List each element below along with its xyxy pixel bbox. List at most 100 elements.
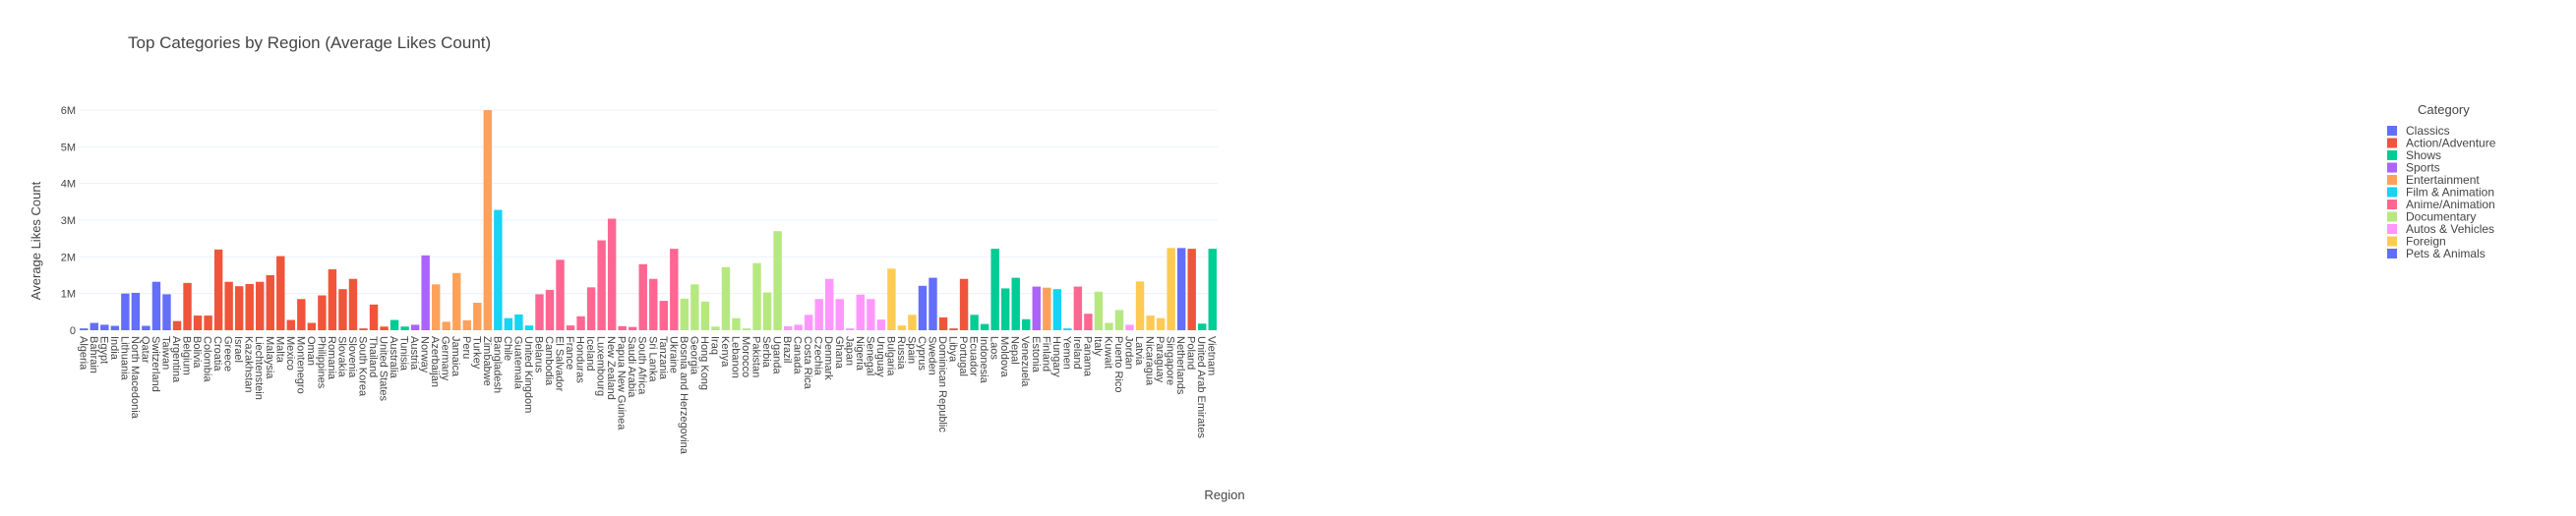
legend-label[interactable]: Entertainment (2406, 173, 2480, 187)
legend-label[interactable]: Anime/Animation (2406, 198, 2495, 211)
bar[interactable] (1197, 323, 1207, 330)
legend-swatch[interactable] (2387, 126, 2397, 136)
bar[interactable] (732, 317, 741, 330)
bar[interactable] (266, 275, 274, 330)
legend-label[interactable]: Sports (2406, 161, 2440, 175)
bar[interactable] (276, 256, 285, 330)
bar[interactable] (876, 319, 886, 330)
bar[interactable] (151, 281, 161, 330)
bar[interactable] (121, 293, 130, 330)
bar[interactable] (421, 255, 430, 330)
bar[interactable] (711, 326, 720, 330)
bar[interactable] (959, 278, 969, 330)
legend-swatch[interactable] (2387, 162, 2397, 173)
bar[interactable] (918, 285, 928, 330)
bar[interactable] (752, 262, 761, 330)
bar[interactable] (131, 292, 141, 330)
bar[interactable] (742, 328, 751, 330)
bar[interactable] (1187, 249, 1196, 330)
bar[interactable] (566, 325, 575, 330)
bar[interactable] (100, 324, 109, 330)
bar[interactable] (597, 240, 606, 330)
bar[interactable] (494, 209, 503, 330)
bar[interactable] (1156, 317, 1166, 330)
bar[interactable] (410, 324, 420, 330)
bar[interactable] (938, 316, 948, 330)
bar[interactable] (721, 266, 731, 330)
bar[interactable] (908, 315, 917, 330)
bar[interactable] (452, 272, 461, 330)
bar[interactable] (607, 218, 617, 330)
bar[interactable] (1084, 314, 1093, 330)
bar[interactable] (172, 320, 182, 330)
legend-label[interactable]: Shows (2406, 148, 2441, 162)
bar[interactable] (1114, 310, 1124, 330)
legend-label[interactable]: Film & Animation (2406, 186, 2494, 200)
bar[interactable] (297, 299, 306, 330)
bar[interactable] (835, 299, 844, 330)
bar[interactable] (804, 315, 813, 330)
bar[interactable] (887, 268, 896, 330)
bar[interactable] (618, 325, 627, 330)
legend-swatch[interactable] (2387, 224, 2397, 234)
legend-swatch[interactable] (2387, 138, 2397, 148)
bar[interactable] (183, 282, 192, 330)
legend-swatch[interactable] (2387, 175, 2397, 185)
legend-swatch[interactable] (2387, 150, 2397, 160)
bar[interactable] (1105, 322, 1113, 330)
bar[interactable] (348, 278, 358, 330)
bar[interactable] (234, 286, 244, 330)
bar[interactable] (545, 289, 555, 330)
legend-label[interactable]: Action/Adventure (2406, 137, 2496, 150)
bar[interactable] (1135, 281, 1145, 330)
bar[interactable] (990, 249, 999, 330)
bar[interactable] (213, 249, 223, 330)
bar[interactable] (524, 325, 534, 330)
bar[interactable] (814, 299, 823, 330)
bar[interactable] (80, 328, 89, 330)
bar[interactable] (1167, 248, 1175, 330)
bar[interactable] (90, 322, 99, 330)
bar[interactable] (1176, 248, 1186, 330)
bar[interactable] (204, 315, 212, 330)
bar[interactable] (307, 322, 317, 330)
bar[interactable] (680, 298, 689, 330)
bar[interactable] (535, 294, 544, 330)
bar[interactable] (1094, 291, 1104, 330)
bar[interactable] (1125, 324, 1134, 330)
bar[interactable] (670, 249, 679, 330)
bar[interactable] (576, 315, 585, 330)
legend-swatch[interactable] (2387, 187, 2397, 198)
bar[interactable] (1063, 328, 1072, 330)
legend-swatch[interactable] (2387, 249, 2397, 258)
bar[interactable] (359, 328, 368, 330)
bar[interactable] (1022, 318, 1031, 330)
bar[interactable] (473, 303, 482, 330)
bar[interactable] (431, 284, 441, 330)
legend-label[interactable]: Classics (2406, 124, 2450, 138)
bar[interactable] (762, 292, 772, 330)
bar[interactable] (929, 277, 937, 330)
bar[interactable] (245, 283, 254, 330)
bar[interactable] (783, 325, 793, 330)
bar[interactable] (1043, 287, 1051, 330)
bar[interactable] (628, 326, 637, 330)
bar[interactable] (949, 328, 958, 330)
bar[interactable] (846, 328, 855, 330)
bar[interactable] (1000, 288, 1010, 330)
bar[interactable] (328, 269, 337, 330)
bar[interactable] (256, 281, 265, 330)
bar[interactable] (586, 287, 596, 330)
bar[interactable] (462, 319, 471, 330)
bar[interactable] (193, 315, 203, 330)
bar[interactable] (856, 294, 866, 330)
legend-swatch[interactable] (2387, 236, 2397, 247)
legend-label[interactable]: Pets & Animals (2406, 247, 2486, 260)
bar[interactable] (1032, 286, 1041, 330)
bar[interactable] (794, 324, 803, 330)
bar[interactable] (659, 301, 669, 330)
bar[interactable] (224, 281, 233, 330)
bar[interactable] (773, 231, 782, 330)
legend-swatch[interactable] (2387, 211, 2397, 222)
bar[interactable] (369, 304, 379, 330)
